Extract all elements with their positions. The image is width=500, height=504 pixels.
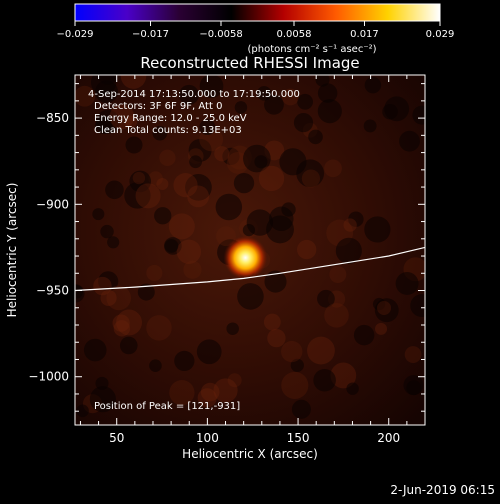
info-line-detectors: Detectors: 3F 6F 9F, Att 0	[94, 101, 222, 112]
colorbar-tick-label: 0.0058	[277, 29, 312, 40]
y-tick-label: −950	[36, 284, 69, 298]
x-tick-label: 100	[196, 431, 219, 445]
peak-position-label: Position of Peak = [121,-931]	[94, 401, 240, 412]
y-axis: −850 −900 −950 −1000	[28, 83, 425, 412]
timestamp: 2-Jun-2019 06:15	[390, 483, 495, 497]
colorbar-ticks: −0.029 −0.017 −0.0058 0.0058 0.017 0.029	[56, 21, 454, 40]
info-line-energy: Energy Range: 12.0 - 25.0 keV	[94, 113, 247, 124]
colorbar-tick-label: 0.029	[426, 29, 455, 40]
colorbar-tick-label: −0.017	[132, 29, 169, 40]
y-tick-label: −1000	[28, 370, 69, 384]
x-axis: 50 100 150 200	[79, 75, 426, 445]
colorbar-units: (photons cm⁻² s⁻¹ asec⁻²)	[247, 44, 376, 55]
plot-frame	[74, 74, 426, 426]
y-tick-label: −850	[36, 111, 69, 125]
chart-title: Reconstructed RHESSI Image	[140, 54, 359, 72]
x-tick-label: 200	[377, 431, 400, 445]
info-line-time: 4-Sep-2014 17:13:50.000 to 17:19:50.000	[88, 89, 300, 100]
flare-source	[223, 235, 268, 280]
y-tick-label: −900	[36, 197, 69, 211]
colorbar-tick-label: −0.0058	[199, 29, 242, 40]
x-tick-label: 50	[109, 431, 124, 445]
info-line-clean: Clean Total counts: 9.13E+03	[94, 125, 242, 136]
colorbar-tick-label: −0.029	[56, 29, 93, 40]
y-axis-label: Heliocentric Y (arcsec)	[5, 183, 19, 318]
solar-limb-line	[75, 246, 425, 292]
colorbar-tick-label: 0.017	[350, 29, 379, 40]
colorbar	[74, 3, 441, 22]
x-tick-label: 150	[287, 431, 310, 445]
x-axis-label: Heliocentric X (arcsec)	[182, 447, 318, 461]
